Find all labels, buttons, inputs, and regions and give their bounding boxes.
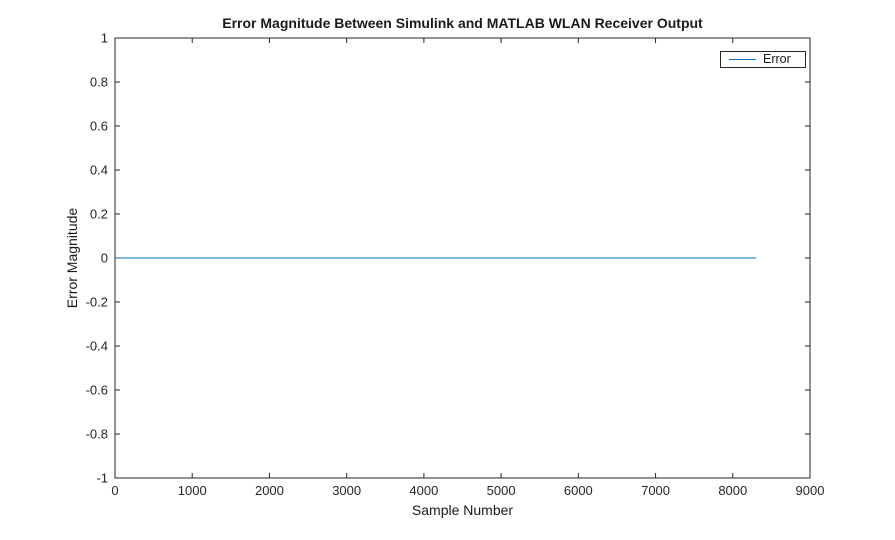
- y-tick-label: -0.4: [86, 339, 108, 354]
- x-tick-label: 6000: [564, 483, 593, 498]
- x-tick-label: 5000: [487, 483, 516, 498]
- y-tick-label: -0.2: [86, 295, 108, 310]
- x-tick-label: 8000: [718, 483, 747, 498]
- x-tick-label: 3000: [332, 483, 361, 498]
- x-tick-label: 7000: [641, 483, 670, 498]
- chart-title: Error Magnitude Between Simulink and MAT…: [222, 15, 703, 31]
- y-tick-label: 0.6: [90, 119, 108, 134]
- legend-line-swatch: [729, 58, 756, 61]
- legend-label: Error: [763, 52, 791, 67]
- y-tick-label: 1: [101, 31, 108, 46]
- y-tick-label: -1: [96, 471, 108, 486]
- x-axis-label: Sample Number: [411, 502, 514, 518]
- x-tick-label: 9000: [796, 483, 825, 498]
- y-tick-label: 0.2: [90, 207, 108, 222]
- x-tick-label: 2000: [255, 483, 284, 498]
- x-tick-label: 4000: [409, 483, 438, 498]
- y-tick-label: 0: [101, 251, 108, 266]
- y-tick-label: -0.6: [86, 383, 108, 398]
- legend: Error: [720, 51, 806, 68]
- x-tick-label: 1000: [178, 483, 207, 498]
- y-tick-label: 0.4: [90, 163, 108, 178]
- y-tick-label: 0.8: [90, 75, 108, 90]
- x-tick-label: 0: [111, 483, 118, 498]
- y-tick-label: -0.8: [86, 427, 108, 442]
